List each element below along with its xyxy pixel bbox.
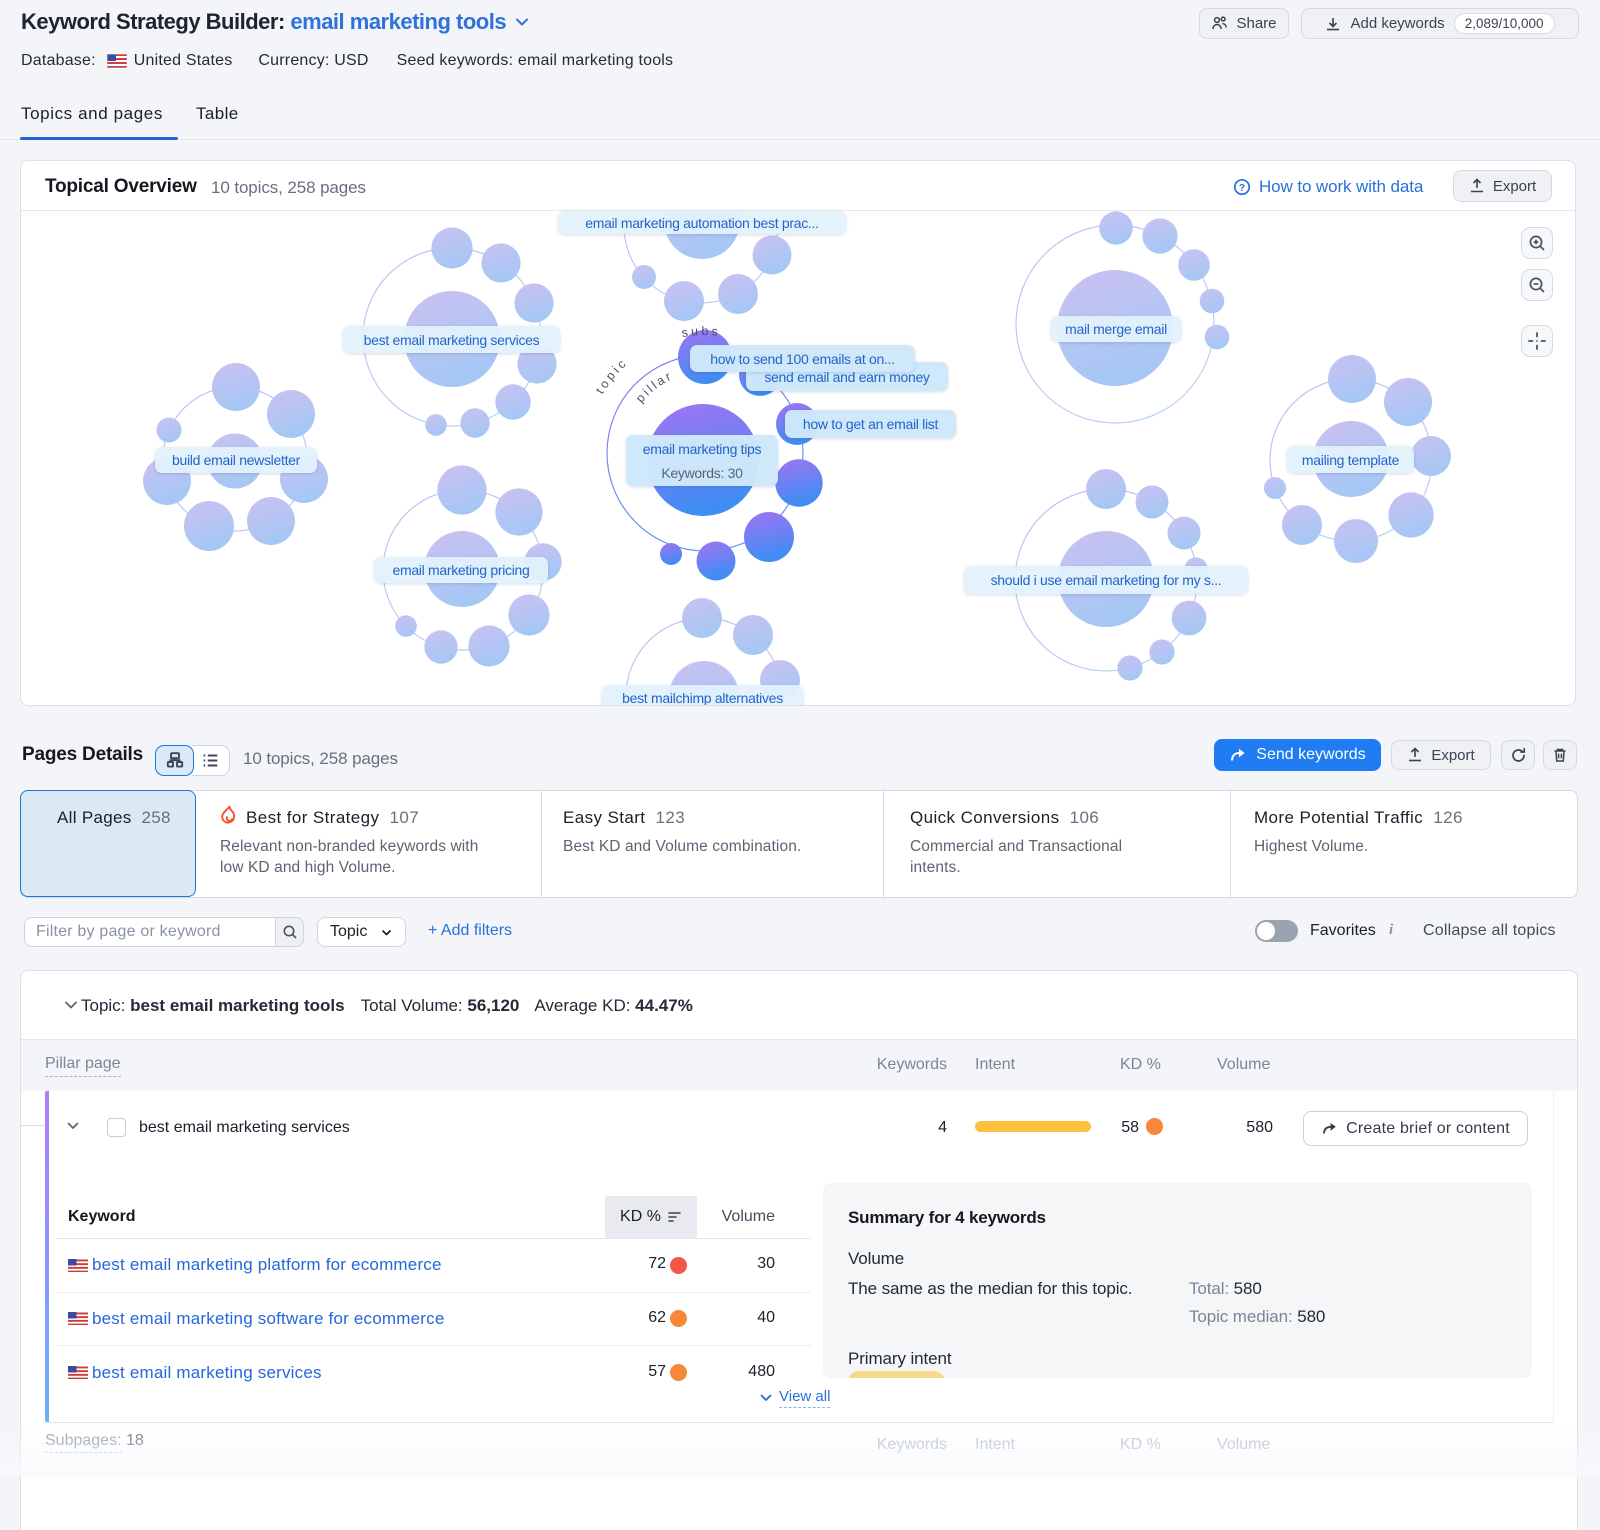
svg-text:pillar: pillar bbox=[633, 368, 675, 405]
svg-text:?: ? bbox=[1239, 182, 1245, 194]
svg-text:subs: subs bbox=[681, 324, 722, 340]
svg-text:topic: topic bbox=[593, 355, 631, 396]
